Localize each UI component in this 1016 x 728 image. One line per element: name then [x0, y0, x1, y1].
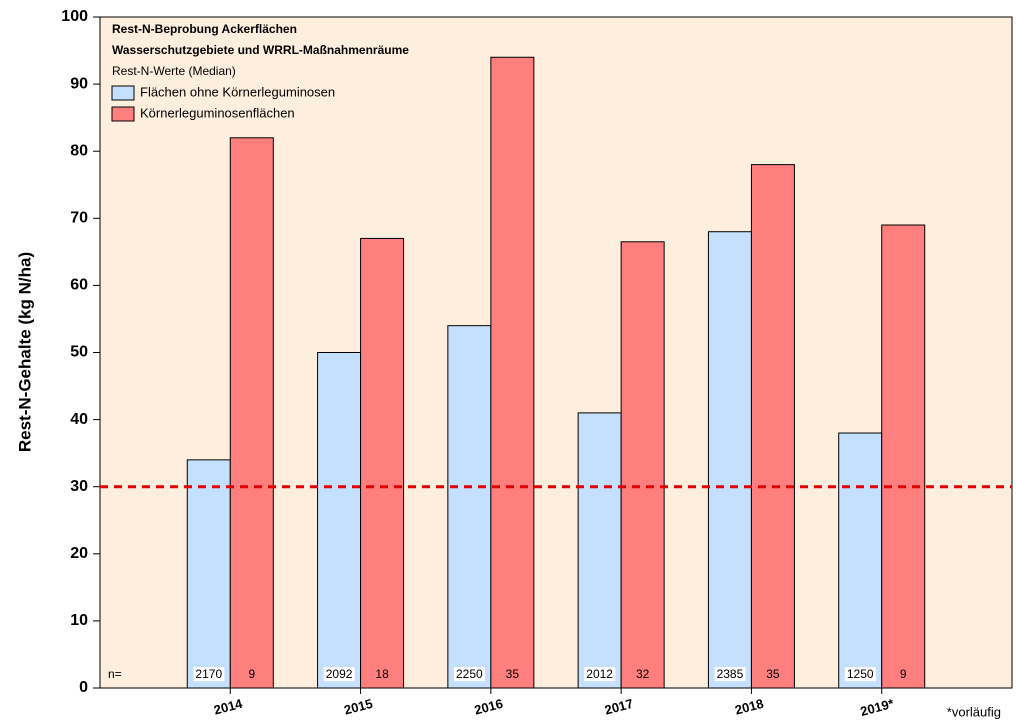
y-tick-label: 50 — [70, 344, 88, 361]
x-tick-label: 2014 — [212, 696, 245, 718]
x-tick-label: 2017 — [603, 696, 635, 718]
bar — [229, 137, 274, 689]
y-tick-label: 30 — [70, 478, 88, 495]
n-count: 9 — [248, 667, 255, 681]
y-tick-label: 60 — [70, 277, 88, 294]
n-count: 2170 — [195, 667, 222, 681]
legend-title: Rest-N-Werte (Median) — [112, 64, 236, 78]
bar — [707, 231, 752, 689]
n-count-bg — [714, 667, 746, 682]
y-tick-label: 80 — [70, 142, 88, 159]
x-tick-label: 2019* — [859, 695, 897, 719]
n-label: n= — [108, 667, 122, 681]
x-tick-label: 2016 — [473, 696, 505, 718]
y-tick-label: 100 — [61, 8, 88, 25]
bar — [317, 352, 362, 689]
y-tick-label: 90 — [70, 75, 88, 92]
n-count: 18 — [375, 667, 389, 681]
n-count: 9 — [900, 667, 907, 681]
n-count: 35 — [506, 667, 520, 681]
bar — [620, 241, 665, 689]
chart-title: Rest-N-Beprobung Ackerflächen — [112, 22, 297, 36]
y-tick-label: 20 — [70, 545, 88, 562]
n-count: 2012 — [586, 667, 613, 681]
n-count: 2092 — [326, 667, 353, 681]
n-count: 2385 — [717, 667, 744, 681]
bar — [490, 56, 535, 689]
n-count-bg — [193, 667, 225, 682]
n-count: 32 — [636, 667, 650, 681]
bar — [881, 224, 926, 689]
bar — [750, 164, 795, 689]
legend-label: Körnerleguminosenflächen — [140, 105, 295, 120]
n-count-bg — [584, 667, 616, 682]
x-tick-label: 2015 — [342, 696, 374, 718]
footnote: *vorläufig — [947, 704, 1001, 719]
legend-label: Flächen ohne Körnerleguminosen — [140, 84, 335, 99]
bar — [447, 325, 492, 689]
bar — [360, 237, 405, 689]
n-count: 1250 — [847, 667, 874, 681]
n-count: 2250 — [456, 667, 483, 681]
bar — [186, 459, 231, 689]
legend-swatch — [111, 106, 135, 122]
y-tick-label: 40 — [70, 411, 88, 428]
n-count-bg — [323, 667, 355, 682]
bar — [577, 412, 622, 689]
legend-swatch — [111, 85, 135, 101]
y-tick-label: 70 — [70, 210, 88, 227]
n-count: 35 — [766, 667, 780, 681]
y-axis-label: Rest-N-Gehalte (kg N/ha) — [15, 252, 34, 452]
n-count-bg — [454, 667, 486, 682]
n-count-bg — [844, 667, 876, 682]
y-tick-label: 10 — [70, 612, 88, 629]
bar — [838, 432, 883, 689]
y-tick-label: 0 — [79, 679, 88, 696]
x-tick-label: 2018 — [733, 696, 765, 718]
chart-subtitle: Wasserschutzgebiete und WRRL-Maßnahmenrä… — [112, 43, 409, 57]
